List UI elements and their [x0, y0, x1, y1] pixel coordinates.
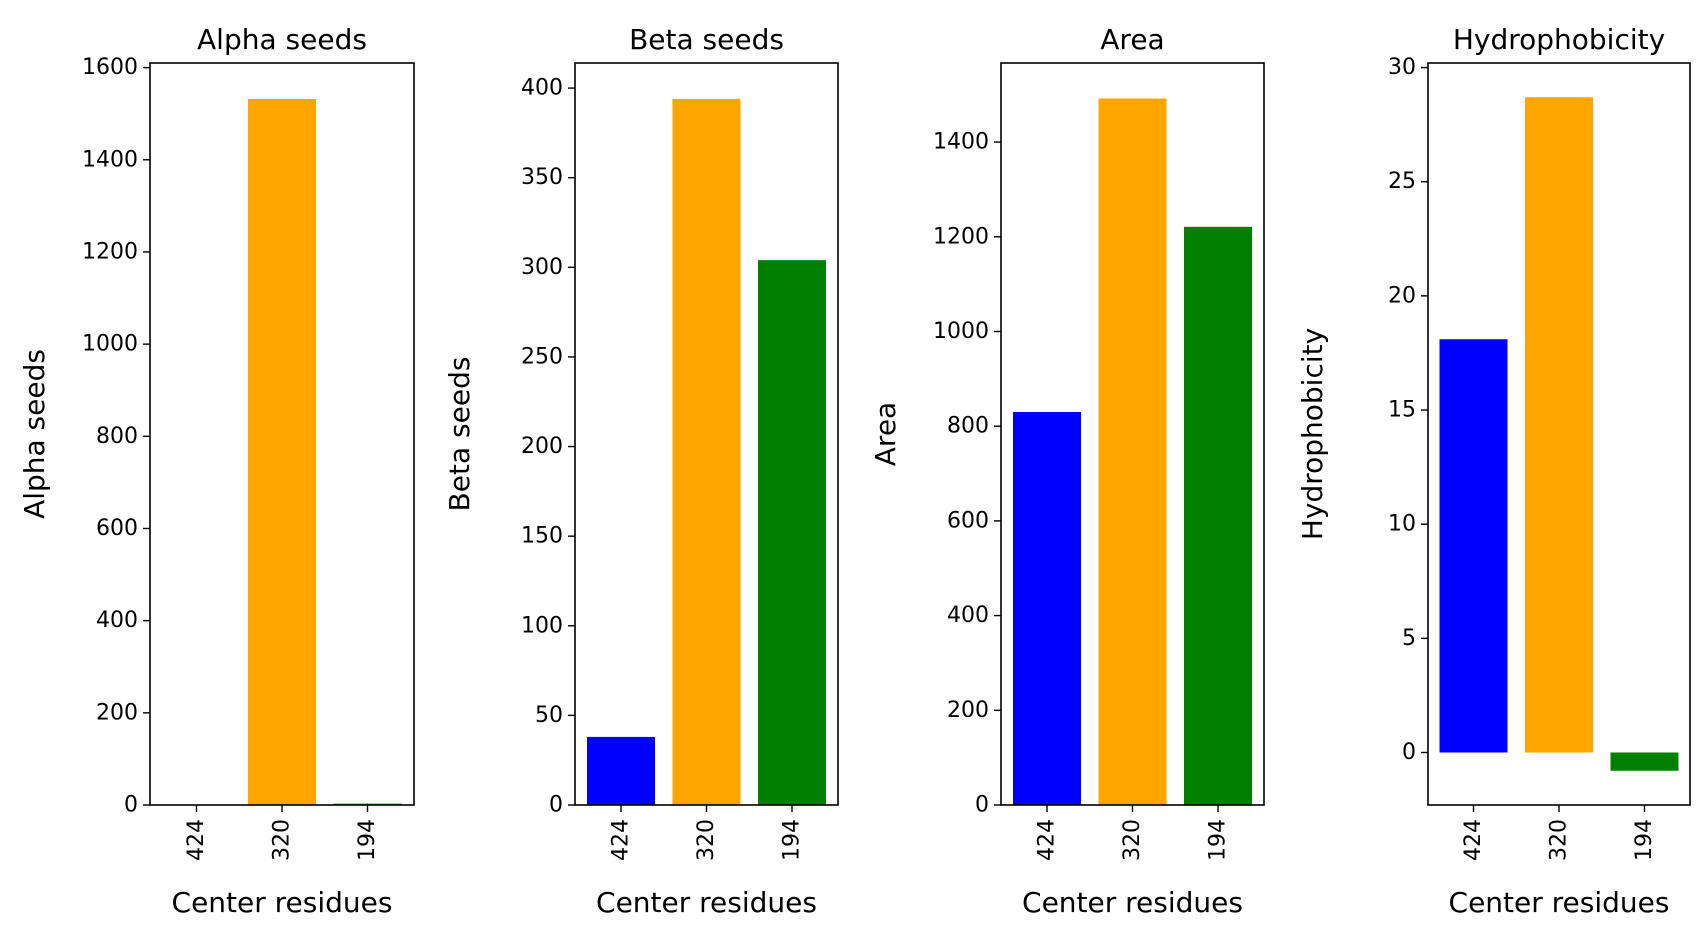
chart-panel-1: 0 200 400 600 800 1000 1200 1400 1600 424 320 194 Al…: [18, 23, 415, 919]
bar-194: [758, 260, 826, 805]
y-tick-label: 5: [1402, 626, 1416, 651]
y-tick-label: 0: [975, 793, 989, 818]
y-tick-label: 600: [947, 508, 989, 533]
y-tick-label: 0: [124, 793, 138, 818]
x-tick-label-424: 424: [609, 819, 634, 861]
y-tick-label: 200: [521, 434, 563, 459]
y-tick-label: 100: [521, 613, 563, 638]
x-tick-label-424: 424: [1461, 819, 1486, 861]
bar-424: [1439, 339, 1508, 753]
y-tick-label: 30: [1388, 55, 1416, 80]
y-tick-label: 200: [96, 700, 138, 725]
y-axis-label: Alpha seeds: [18, 349, 51, 519]
bar-194: [1184, 226, 1252, 806]
y-tick-label: 300: [521, 255, 563, 280]
y-tick-label: 1600: [82, 55, 138, 80]
bar-320: [672, 98, 741, 806]
chart-title: Hydrophobicity: [1453, 23, 1665, 56]
x-tick-label-194: 194: [780, 819, 805, 861]
y-axis-label: Hydrophobicity: [1296, 328, 1329, 540]
y-tick-label: 20: [1388, 283, 1416, 308]
y-tick-label: 1200: [82, 239, 138, 264]
y-tick-label: 1200: [933, 224, 989, 249]
y-tick-label: 25: [1388, 169, 1416, 194]
x-tick-label-320: 320: [270, 819, 295, 861]
y-tick-label: 400: [96, 608, 138, 633]
y-tick-label: 50: [535, 703, 563, 728]
y-tick-label: 1400: [82, 147, 138, 172]
x-tick-label-194: 194: [1632, 819, 1657, 861]
x-tick-label-424: 424: [184, 819, 209, 861]
x-axis-label: Center residues: [596, 886, 817, 919]
y-tick-label: 200: [947, 698, 989, 723]
y-tick-label: 800: [947, 414, 989, 439]
y-tick-label: 800: [96, 424, 138, 449]
x-tick-label-194: 194: [1206, 819, 1231, 861]
y-tick-label: 600: [96, 516, 138, 541]
chart-title: Beta seeds: [629, 23, 784, 56]
chart-panel-2: 0 50 100 150 200 250 300 350 400 424 320 194 Beta se…: [443, 23, 839, 919]
y-tick-label: 1000: [933, 319, 989, 344]
bar-320: [248, 98, 316, 806]
x-tick-label-424: 424: [1035, 819, 1060, 861]
chart-title: Alpha seeds: [197, 23, 367, 56]
x-tick-label-320: 320: [1547, 819, 1572, 861]
bar-320: [1098, 98, 1167, 805]
x-tick-label-320: 320: [1120, 819, 1145, 861]
y-tick-label: 150: [521, 524, 563, 549]
x-axis-label: Center residues: [1022, 886, 1243, 919]
y-tick-label: 350: [521, 165, 563, 190]
y-tick-label: 250: [521, 344, 563, 369]
y-tick-label: 400: [521, 76, 563, 101]
bar-320: [1525, 97, 1593, 753]
chart-panel-3: 0 200 400 600 800 1000 1200 1400 424 320 194 Area Ce…: [869, 23, 1265, 919]
chart-title: Area: [1100, 23, 1164, 56]
y-tick-label: 1000: [82, 332, 138, 357]
y-tick-label: 0: [1402, 740, 1416, 765]
bar-424: [587, 736, 655, 805]
y-tick-label: 1400: [933, 130, 989, 155]
x-axis-label: Center residues: [1449, 886, 1670, 919]
y-axis-label: Area: [869, 402, 902, 466]
y-tick-label: 0: [549, 793, 563, 818]
y-tick-label: 15: [1388, 398, 1416, 423]
chart-panel-4: 0 5 10 15 20 25 30 424 320 194 Hydrophobicity Cente…: [1296, 23, 1691, 919]
bar-424: [1013, 411, 1081, 805]
x-tick-label-194: 194: [355, 819, 380, 861]
y-tick-label: 10: [1388, 512, 1416, 537]
y-axis-label: Beta seeds: [443, 357, 476, 512]
x-tick-label-320: 320: [694, 819, 719, 861]
x-axis-label: Center residues: [172, 886, 393, 919]
bar-194: [1610, 752, 1679, 771]
y-tick-label: 400: [947, 603, 989, 628]
